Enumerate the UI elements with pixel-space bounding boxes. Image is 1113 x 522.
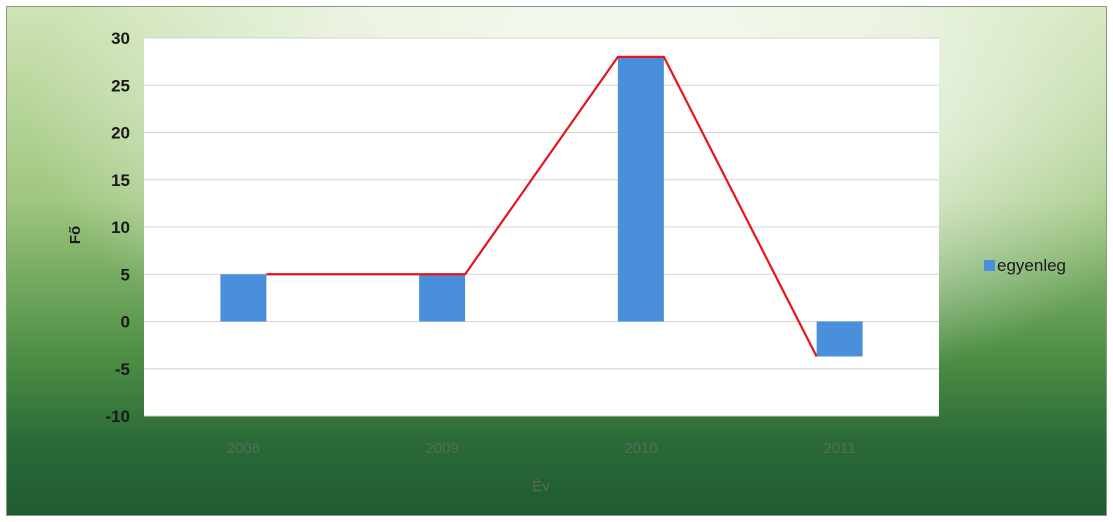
y-tick-label: 10 bbox=[111, 218, 130, 237]
y-tick-label: -5 bbox=[115, 360, 130, 379]
y-tick-label: 20 bbox=[111, 124, 130, 143]
y-tick-label: 0 bbox=[121, 313, 130, 332]
y-tick-label: 25 bbox=[111, 76, 130, 95]
y-tick-label: 30 bbox=[111, 29, 130, 48]
legend-swatch bbox=[984, 260, 995, 271]
x-tick-label: 2010 bbox=[624, 440, 657, 457]
y-tick-label: -10 bbox=[105, 407, 130, 426]
bar-chart: 30 25 20 15 10 5 0 -5 -10 2008 2009 2010 2011 Fő Év… bbox=[7, 7, 1107, 516]
x-tick-label: 2008 bbox=[227, 440, 260, 457]
x-tick-labels: 2008 2009 2010 2011 bbox=[227, 440, 856, 457]
bar-2011 bbox=[817, 322, 863, 357]
y-tick-label: 15 bbox=[111, 171, 130, 190]
x-axis-title: Év bbox=[532, 478, 550, 495]
legend: egyenleg bbox=[984, 256, 1066, 275]
chart-frame: 30 25 20 15 10 5 0 -5 -10 2008 2009 2010 2011 Fő Év… bbox=[6, 6, 1107, 516]
bar-2010 bbox=[618, 57, 664, 322]
bar-2009 bbox=[419, 274, 465, 321]
bar-2008 bbox=[220, 274, 266, 321]
legend-label: egyenleg bbox=[997, 256, 1066, 275]
x-tick-label: 2009 bbox=[425, 440, 458, 457]
y-axis-title: Fő bbox=[67, 226, 84, 244]
y-tick-labels: 30 25 20 15 10 5 0 -5 -10 bbox=[105, 29, 130, 426]
x-tick-label: 2011 bbox=[823, 440, 855, 457]
y-tick-label: 5 bbox=[121, 265, 130, 284]
